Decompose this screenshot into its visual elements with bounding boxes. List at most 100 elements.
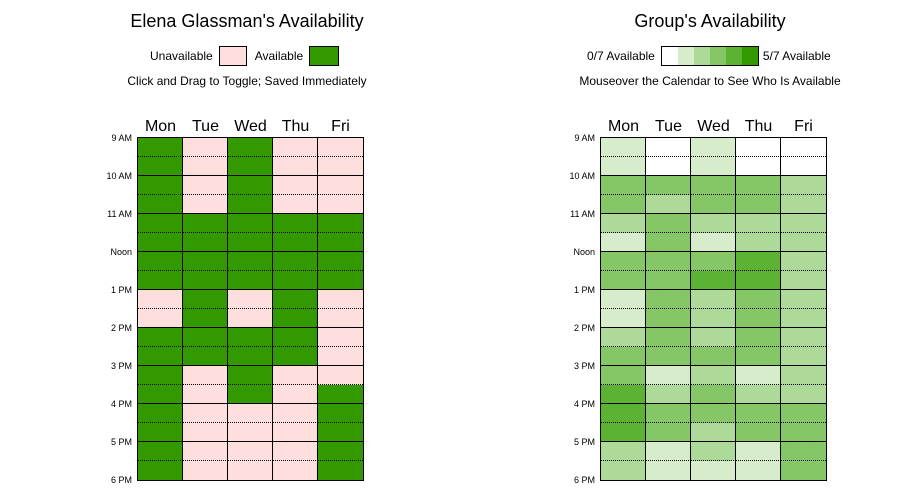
time-slot-cell[interactable]	[138, 423, 183, 442]
time-slot-cell[interactable]	[601, 157, 646, 176]
time-slot-cell[interactable]	[228, 461, 273, 480]
time-slot-cell[interactable]	[183, 233, 228, 252]
time-slot-cell[interactable]	[736, 385, 781, 404]
time-slot-cell[interactable]	[318, 404, 363, 423]
time-slot-cell[interactable]	[736, 138, 781, 157]
time-slot-cell[interactable]	[781, 233, 826, 252]
time-slot-cell[interactable]	[273, 271, 318, 290]
time-slot-cell[interactable]	[228, 442, 273, 461]
time-slot-cell[interactable]	[736, 442, 781, 461]
time-slot-cell[interactable]	[736, 366, 781, 385]
time-slot-cell[interactable]	[138, 252, 183, 271]
time-slot-cell[interactable]	[781, 328, 826, 347]
time-slot-cell[interactable]	[736, 290, 781, 309]
time-slot-cell[interactable]	[183, 157, 228, 176]
time-slot-cell[interactable]	[691, 423, 736, 442]
time-slot-cell[interactable]	[781, 138, 826, 157]
time-slot-cell[interactable]	[273, 176, 318, 195]
time-slot-cell[interactable]	[228, 195, 273, 214]
time-slot-cell[interactable]	[273, 385, 318, 404]
time-slot-cell[interactable]	[138, 157, 183, 176]
time-slot-cell[interactable]	[138, 366, 183, 385]
time-slot-cell[interactable]	[228, 252, 273, 271]
time-slot-cell[interactable]	[601, 461, 646, 480]
time-slot-cell[interactable]	[736, 271, 781, 290]
time-slot-cell[interactable]	[646, 138, 691, 157]
time-slot-cell[interactable]	[273, 290, 318, 309]
time-slot-cell[interactable]	[273, 233, 318, 252]
time-slot-cell[interactable]	[601, 271, 646, 290]
time-slot-cell[interactable]	[601, 252, 646, 271]
time-slot-cell[interactable]	[646, 214, 691, 233]
time-slot-cell[interactable]	[646, 233, 691, 252]
time-slot-cell[interactable]	[691, 442, 736, 461]
time-slot-cell[interactable]	[601, 138, 646, 157]
time-slot-cell[interactable]	[646, 271, 691, 290]
time-slot-cell[interactable]	[183, 328, 228, 347]
time-slot-cell[interactable]	[138, 290, 183, 309]
time-slot-cell[interactable]	[228, 233, 273, 252]
time-slot-cell[interactable]	[691, 233, 736, 252]
time-slot-cell[interactable]	[736, 214, 781, 233]
time-slot-cell[interactable]	[781, 347, 826, 366]
time-slot-cell[interactable]	[601, 423, 646, 442]
time-slot-cell[interactable]	[183, 214, 228, 233]
time-slot-cell[interactable]	[646, 461, 691, 480]
time-slot-cell[interactable]	[273, 423, 318, 442]
time-slot-cell[interactable]	[781, 176, 826, 195]
time-slot-cell[interactable]	[691, 176, 736, 195]
time-slot-cell[interactable]	[736, 404, 781, 423]
time-slot-cell[interactable]	[601, 404, 646, 423]
time-slot-cell[interactable]	[318, 214, 363, 233]
time-slot-cell[interactable]	[228, 176, 273, 195]
time-slot-cell[interactable]	[273, 309, 318, 328]
time-slot-cell[interactable]	[601, 328, 646, 347]
time-slot-cell[interactable]	[228, 214, 273, 233]
time-slot-cell[interactable]	[646, 176, 691, 195]
time-slot-cell[interactable]	[138, 176, 183, 195]
time-slot-cell[interactable]	[228, 404, 273, 423]
time-slot-cell[interactable]	[318, 157, 363, 176]
time-slot-cell[interactable]	[138, 214, 183, 233]
time-slot-cell[interactable]	[318, 347, 363, 366]
time-slot-cell[interactable]	[781, 214, 826, 233]
time-slot-cell[interactable]	[273, 461, 318, 480]
time-slot-cell[interactable]	[318, 309, 363, 328]
time-slot-cell[interactable]	[691, 404, 736, 423]
time-slot-cell[interactable]	[646, 442, 691, 461]
time-slot-cell[interactable]	[781, 195, 826, 214]
time-slot-cell[interactable]	[691, 271, 736, 290]
time-slot-cell[interactable]	[736, 252, 781, 271]
time-slot-cell[interactable]	[273, 195, 318, 214]
time-slot-cell[interactable]	[228, 423, 273, 442]
time-slot-cell[interactable]	[691, 214, 736, 233]
time-slot-cell[interactable]	[601, 233, 646, 252]
time-slot-cell[interactable]	[736, 328, 781, 347]
time-slot-cell[interactable]	[138, 461, 183, 480]
group-availability-grid[interactable]	[600, 137, 827, 481]
time-slot-cell[interactable]	[601, 195, 646, 214]
time-slot-cell[interactable]	[646, 290, 691, 309]
time-slot-cell[interactable]	[318, 176, 363, 195]
time-slot-cell[interactable]	[318, 271, 363, 290]
time-slot-cell[interactable]	[183, 385, 228, 404]
time-slot-cell[interactable]	[138, 328, 183, 347]
time-slot-cell[interactable]	[646, 366, 691, 385]
time-slot-cell[interactable]	[781, 157, 826, 176]
time-slot-cell[interactable]	[138, 309, 183, 328]
time-slot-cell[interactable]	[318, 328, 363, 347]
time-slot-cell[interactable]	[781, 271, 826, 290]
time-slot-cell[interactable]	[138, 233, 183, 252]
time-slot-cell[interactable]	[228, 290, 273, 309]
time-slot-cell[interactable]	[183, 366, 228, 385]
time-slot-cell[interactable]	[138, 385, 183, 404]
time-slot-cell[interactable]	[228, 271, 273, 290]
time-slot-cell[interactable]	[273, 442, 318, 461]
time-slot-cell[interactable]	[781, 423, 826, 442]
time-slot-cell[interactable]	[273, 214, 318, 233]
time-slot-cell[interactable]	[781, 442, 826, 461]
time-slot-cell[interactable]	[228, 309, 273, 328]
time-slot-cell[interactable]	[736, 157, 781, 176]
time-slot-cell[interactable]	[183, 290, 228, 309]
time-slot-cell[interactable]	[183, 309, 228, 328]
